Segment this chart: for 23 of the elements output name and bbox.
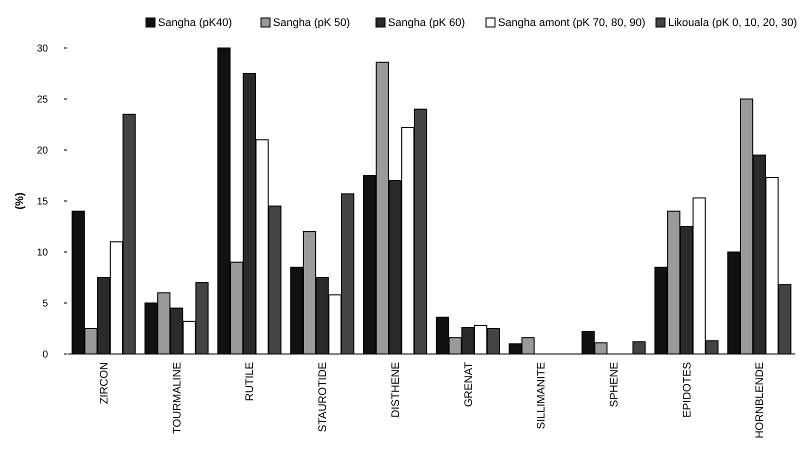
- x-tick-label: DISTHENE: [390, 362, 402, 418]
- x-tick-label: GRENAT: [462, 362, 475, 408]
- legend-label: Likouala (pK 0, 10, 20, 30): [668, 17, 798, 29]
- x-tick-label: SPHENE: [608, 362, 620, 408]
- x-tick-label: SILLIMANITE: [536, 362, 548, 430]
- legend-label: Sangha (pK 60): [388, 17, 466, 29]
- y-axis-title: (%): [14, 192, 26, 210]
- x-tick-label: RUTILE: [244, 362, 256, 402]
- legend-label: Sangha amont (pK 70, 80, 90): [498, 17, 646, 29]
- legend-label: Sangha (pK 50): [273, 17, 350, 29]
- legend-label: Sangha (pK40): [158, 17, 232, 29]
- y-tick-label: 15: [36, 196, 48, 208]
- y-tick-label: 5: [42, 298, 48, 310]
- x-tick-label: TOURMALINE: [171, 362, 184, 434]
- y-tick-label: 10: [36, 248, 48, 258]
- y-tick-label: 20: [36, 146, 48, 156]
- y-tick-label: 25: [36, 94, 48, 106]
- x-tick-label: EPIDOTES: [681, 362, 694, 418]
- x-tick-label: HORNBLENDE: [754, 362, 766, 438]
- y-tick-label: 0: [42, 350, 48, 360]
- x-tick-label: STAUROTIDE: [317, 362, 330, 432]
- y-tick-label: 30: [36, 44, 48, 54]
- x-tick-label: ZIRCON: [98, 362, 111, 404]
